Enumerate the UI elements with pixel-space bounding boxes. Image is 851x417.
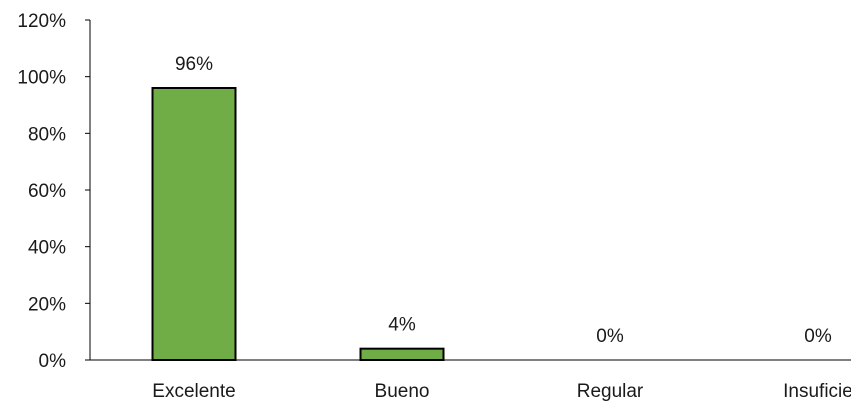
y-tick-label: 60% [28, 181, 66, 202]
category-labels: Excelente Bueno Regular Insuficie [152, 381, 851, 402]
y-tick-label: 40% [28, 238, 66, 259]
bars [151, 87, 445, 361]
category-label-bueno: Bueno [375, 381, 430, 402]
y-tick-label: 80% [28, 124, 66, 145]
data-label-bueno: 4% [388, 315, 416, 336]
category-label-regular: Regular [577, 381, 644, 402]
category-label-insuficie: Insuficie [783, 381, 851, 402]
bar-bueno [359, 347, 445, 361]
category-label-excelente: Excelente [152, 381, 235, 402]
bar-excelente [151, 87, 237, 361]
y-tick-label: 0% [39, 351, 67, 372]
y-tick-label: 100% [17, 68, 66, 89]
data-labels: 96% 4% 0% 0% [175, 54, 832, 347]
y-tick-label: 120% [17, 11, 66, 32]
data-label-excelente: 96% [175, 54, 213, 75]
data-label-regular: 0% [596, 326, 624, 347]
data-label-insuficie: 0% [804, 326, 832, 347]
y-axis-ticks: 0% 20% 40% 60% 80% 100% 120% [17, 11, 90, 372]
y-tick-label: 20% [28, 294, 66, 315]
